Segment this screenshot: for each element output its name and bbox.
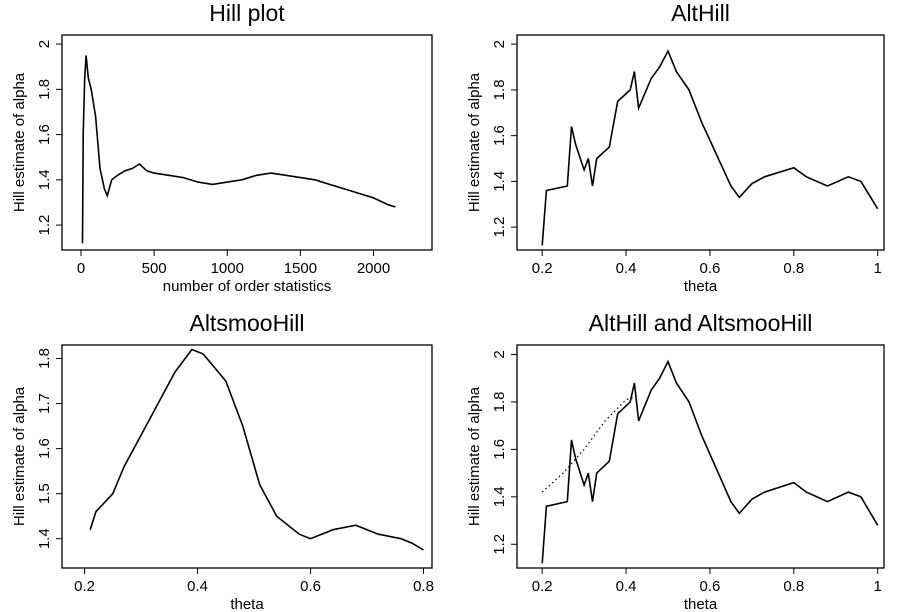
chart-title: AltHill <box>671 0 730 26</box>
x-tick-label: 0.2 <box>74 578 95 595</box>
y-tick-label: 1.6 <box>491 125 508 146</box>
plot-frame <box>61 344 433 569</box>
y-axis-label: Hill estimate of alpha <box>466 386 483 526</box>
y-tick-label: 1.4 <box>36 528 53 549</box>
x-tick-label: 1 <box>874 578 882 595</box>
x-tick-label: 500 <box>142 260 167 277</box>
data-line <box>81 55 396 244</box>
y-axis-label: Hill estimate of alpha <box>11 386 28 526</box>
chart-title: Hill plot <box>209 0 285 26</box>
y-tick-label: 1.2 <box>491 217 508 238</box>
y-tick-label: 1.2 <box>36 215 53 236</box>
data-line <box>541 359 879 564</box>
x-tick-label: 1000 <box>211 260 244 277</box>
y-tick-label: 1.6 <box>36 124 53 145</box>
y-tick-label: 1.8 <box>491 392 508 413</box>
x-axis-label: theta <box>230 596 264 612</box>
y-tick-label: 1.7 <box>36 393 53 414</box>
x-axis-label: number of order statistics <box>163 278 331 295</box>
plot-frame <box>516 34 885 251</box>
y-tick-label: 1.8 <box>36 348 53 369</box>
y-tick-label: 1.5 <box>36 483 53 504</box>
y-tick-label: 1.6 <box>491 439 508 460</box>
y-tick-label: 1.4 <box>491 171 508 192</box>
y-tick-label: 1.4 <box>491 486 508 507</box>
y-axis-label: Hill estimate of alpha <box>466 72 483 212</box>
x-tick-label: 0.8 <box>413 578 434 595</box>
chart-title: AltHill and AltsmooHill <box>589 310 813 336</box>
y-tick-label: 1.4 <box>36 169 53 190</box>
x-tick-label: 1 <box>874 260 882 277</box>
y-axis-label: Hill estimate of alpha <box>11 72 28 212</box>
x-tick-label: 2000 <box>357 260 390 277</box>
x-axis-label: theta <box>684 596 718 612</box>
x-tick-label: 0 <box>77 260 85 277</box>
x-tick-label: 0.6 <box>300 578 321 595</box>
y-tick-label: 1.8 <box>36 79 53 100</box>
x-tick-label: 0.4 <box>616 578 637 595</box>
x-tick-label: 1500 <box>284 260 317 277</box>
x-tick-label: 0.8 <box>783 578 804 595</box>
chart-title: AltsmooHill <box>189 310 304 336</box>
y-tick-label: 2 <box>36 40 53 48</box>
x-tick-label: 0.6 <box>700 578 721 595</box>
y-tick-label: 1.6 <box>36 438 53 459</box>
data-line <box>542 397 689 492</box>
x-tick-label: 0.6 <box>700 260 721 277</box>
y-tick-label: 1.2 <box>491 534 508 555</box>
plot-frame <box>61 34 433 251</box>
data-line <box>541 49 879 246</box>
x-tick-label: 0.2 <box>532 578 553 595</box>
x-tick-label: 0.4 <box>187 578 208 595</box>
y-tick-label: 2 <box>491 40 508 48</box>
x-tick-label: 0.4 <box>616 260 637 277</box>
y-tick-label: 2 <box>491 350 508 358</box>
y-tick-label: 1.8 <box>491 79 508 100</box>
x-axis-label: theta <box>684 278 718 295</box>
plot-frame <box>516 344 885 569</box>
x-tick-label: 0.2 <box>532 260 553 277</box>
data-line <box>89 348 424 551</box>
x-tick-label: 0.8 <box>783 260 804 277</box>
